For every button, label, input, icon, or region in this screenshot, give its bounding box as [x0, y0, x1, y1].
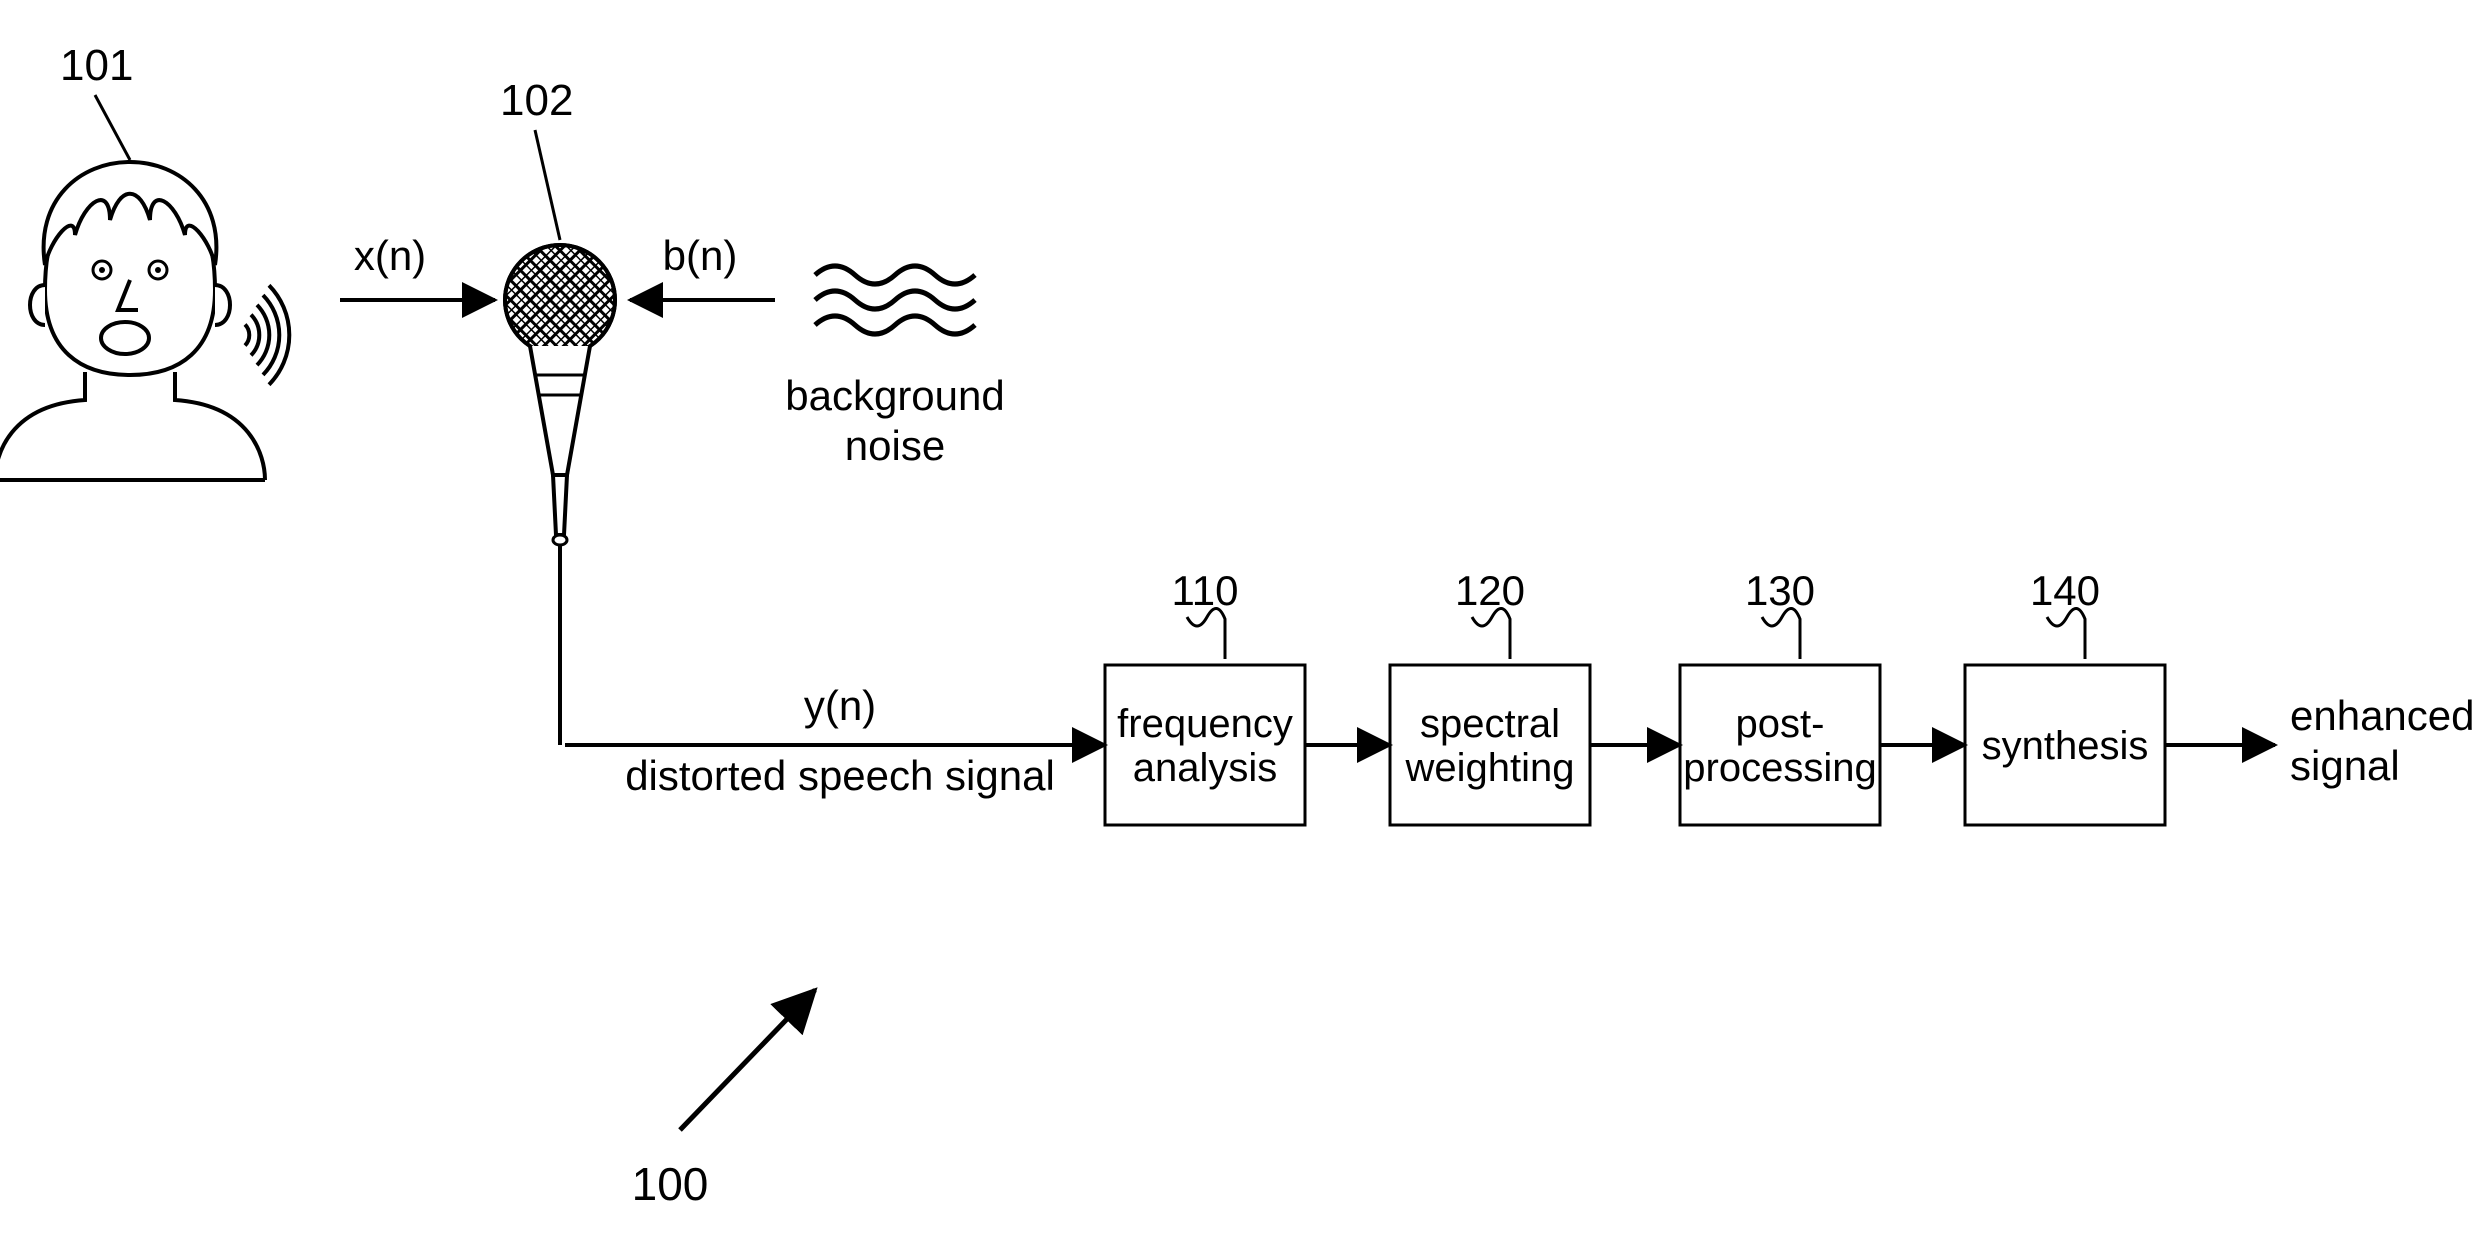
- block-synth-l1: synthesis: [1982, 724, 2149, 768]
- label-bgnoise2: noise: [845, 422, 945, 469]
- block-post-l1: post-: [1736, 702, 1825, 746]
- block-spec-l2: weighting: [1404, 746, 1574, 790]
- label-bgnoise1: background: [785, 372, 1005, 419]
- ref-101: 101: [60, 41, 133, 90]
- ref-102: 102: [500, 76, 573, 125]
- label-yn: y(n): [804, 682, 876, 729]
- system-ref-arrow: [680, 990, 815, 1130]
- block-freq-l2: analysis: [1133, 746, 1278, 790]
- block-freq-l1: frequency: [1117, 702, 1293, 746]
- sound-waves-icon: [245, 285, 289, 384]
- ref-140: 140: [2030, 567, 2100, 614]
- label-out2: signal: [2290, 742, 2400, 789]
- ref-120: 120: [1455, 567, 1525, 614]
- label-xn: x(n): [354, 232, 426, 279]
- label-yn-desc: distorted speech signal: [625, 752, 1055, 799]
- microphone-icon: [505, 245, 615, 745]
- ref-100: 100: [632, 1158, 709, 1210]
- ref-130: 130: [1745, 567, 1815, 614]
- speaker-icon: [0, 162, 265, 480]
- noise-waves-icon: [815, 266, 975, 334]
- label-bn: b(n): [663, 232, 738, 279]
- ref-110: 110: [1172, 567, 1239, 614]
- label-out1: enhanced: [2290, 692, 2475, 739]
- block-spec-l1: spectral: [1420, 702, 1560, 746]
- block-post-l2: processing: [1683, 746, 1876, 790]
- block-synth: [1965, 608, 2165, 825]
